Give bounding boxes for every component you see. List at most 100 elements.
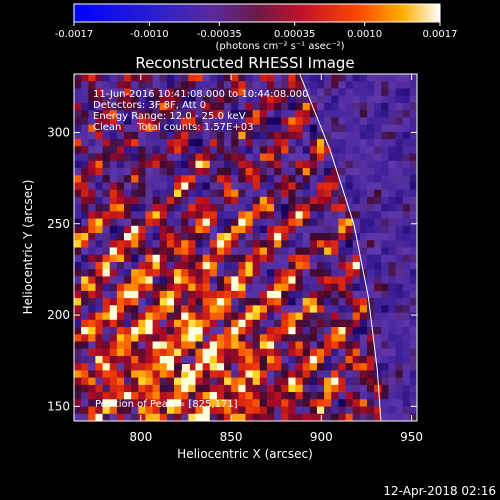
heatmap-cell — [181, 305, 189, 313]
heatmap-cell — [309, 290, 318, 299]
heatmap-cell — [316, 399, 325, 407]
heatmap-cell — [259, 204, 268, 212]
heatmap-cell — [359, 175, 368, 183]
heatmap-cell — [145, 196, 154, 205]
heatmap-cell — [145, 377, 154, 386]
heatmap-cell — [216, 261, 225, 270]
heatmap-cell — [188, 211, 196, 219]
heatmap-cell — [338, 384, 346, 393]
heatmap-cell — [81, 95, 89, 104]
heatmap-cell — [245, 305, 254, 313]
heatmap-cell — [295, 167, 304, 176]
heatmap-cell — [131, 269, 139, 277]
heatmap-cell — [231, 233, 239, 241]
heatmap-cell — [181, 247, 189, 256]
heatmap-cell — [145, 406, 154, 415]
heatmap-cell — [381, 225, 389, 234]
heatmap-cell — [395, 384, 404, 393]
heatmap-cell — [345, 139, 354, 147]
heatmap-cell — [359, 413, 368, 421]
heatmap-cell — [238, 88, 246, 97]
heatmap-cell — [238, 204, 246, 212]
heatmap-cell — [238, 167, 246, 176]
heatmap-cell — [402, 117, 411, 126]
heatmap-cell — [74, 312, 82, 321]
heatmap-cell — [281, 131, 289, 140]
heatmap-cell — [116, 211, 125, 219]
heatmap-cell — [116, 269, 125, 277]
heatmap-cell — [81, 233, 89, 241]
heatmap-cell — [166, 341, 175, 350]
heatmap-cell — [274, 167, 282, 176]
heatmap-cell — [252, 363, 261, 371]
heatmap-cell — [366, 399, 375, 407]
heatmap-cell — [95, 247, 103, 256]
heatmap-cell — [266, 81, 275, 89]
heatmap-cell — [145, 167, 154, 176]
heatmap-cell — [81, 399, 89, 407]
heatmap-cell — [316, 355, 325, 364]
heatmap-cell — [338, 81, 346, 89]
heatmap-cell — [266, 204, 275, 212]
heatmap-cell — [331, 413, 339, 421]
heatmap-cell — [259, 240, 268, 248]
heatmap-cell — [224, 392, 232, 400]
heatmap-cell — [95, 319, 103, 328]
heatmap-cell — [81, 218, 89, 227]
heatmap-cell — [88, 74, 96, 82]
heatmap-cell — [88, 276, 96, 285]
heatmap-cell — [252, 261, 261, 270]
heatmap-cell — [374, 247, 382, 256]
heatmap-cell — [95, 211, 103, 219]
heatmap-cell — [266, 290, 275, 299]
heatmap-cell — [409, 348, 417, 357]
footer-timestamp: 12-Apr-2018 02:16 — [383, 484, 496, 498]
heatmap-cell — [145, 160, 154, 169]
heatmap-cell — [74, 175, 82, 183]
heatmap-cell — [316, 254, 325, 263]
heatmap-cell — [388, 204, 396, 212]
heatmap-cell — [131, 399, 139, 407]
heatmap-cell — [366, 110, 375, 118]
heatmap-cell — [309, 102, 318, 111]
heatmap-cell — [366, 413, 375, 421]
heatmap-cell — [281, 384, 289, 393]
heatmap-cell — [331, 290, 339, 299]
heatmap-cell — [409, 81, 417, 89]
heatmap-cell — [131, 102, 139, 111]
heatmap-cell — [252, 81, 261, 89]
heatmap-cell — [174, 406, 182, 415]
heatmap-cell — [316, 384, 325, 393]
heatmap-cell — [159, 406, 168, 415]
heatmap-cell — [338, 399, 346, 407]
heatmap-cell — [281, 355, 289, 364]
heatmap-cell — [216, 182, 225, 191]
heatmap-cell — [288, 334, 296, 342]
heatmap-cell — [324, 399, 332, 407]
heatmap-cell — [81, 88, 89, 97]
heatmap-cell — [138, 95, 146, 104]
heatmap-cell — [216, 225, 225, 234]
heatmap-cell — [281, 204, 289, 212]
plot-frame — [73, 73, 418, 422]
heatmap-cell — [238, 377, 246, 386]
heatmap-cell — [174, 269, 182, 277]
heatmap-cell — [252, 254, 261, 263]
heatmap-cell — [81, 348, 89, 357]
heatmap-cell — [209, 276, 218, 285]
heatmap-cell — [145, 290, 154, 299]
heatmap-cell — [202, 124, 211, 133]
heatmap-cell — [388, 283, 396, 292]
heatmap-cell — [166, 117, 175, 126]
heatmap-cell — [324, 95, 332, 104]
heatmap-cell — [216, 413, 225, 421]
heatmap-cell — [338, 413, 346, 421]
heatmap-cell — [81, 225, 89, 234]
heatmap-cell — [266, 88, 275, 97]
heatmap-cell — [102, 261, 111, 270]
heatmap-cell — [116, 384, 125, 393]
heatmap-cell — [174, 283, 182, 292]
heatmap-cell — [124, 81, 132, 89]
heatmap-cell — [331, 240, 339, 248]
heatmap-cell — [209, 95, 218, 104]
